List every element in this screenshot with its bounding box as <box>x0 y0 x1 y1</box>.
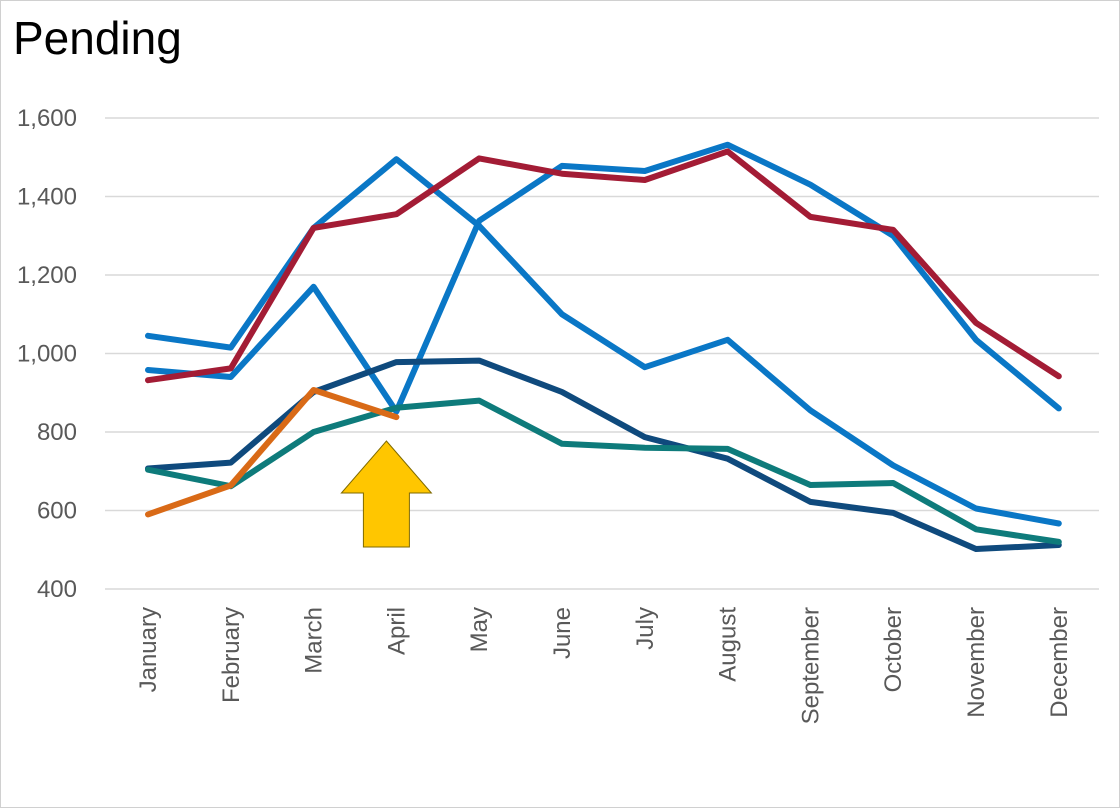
x-tick-label: November <box>963 607 990 718</box>
series-line-6 <box>145 387 400 518</box>
x-tick-label: August <box>715 607 742 682</box>
series-line-3 <box>145 148 1062 384</box>
series-line-2 <box>145 141 1062 415</box>
up-arrow-icon <box>340 440 433 548</box>
y-axis: 400 600 800 1,000 1,200 1,400 1,600 <box>17 105 77 603</box>
y-tick-label: 1,200 <box>17 262 77 289</box>
x-tick-label: December <box>1046 607 1073 718</box>
y-tick-label: 800 <box>37 419 77 446</box>
x-tick-label: May <box>466 607 493 652</box>
series-line-4 <box>145 357 1062 552</box>
x-tick-label: October <box>880 607 907 692</box>
x-tick-label: January <box>135 607 162 692</box>
y-tick-label: 600 <box>37 498 77 525</box>
series-line-1 <box>145 156 1062 527</box>
y-tick-label: 1,600 <box>17 105 77 132</box>
x-tick-label: June <box>549 607 576 659</box>
chart-title: Pending <box>13 12 182 64</box>
y-tick-label: 1,000 <box>17 341 77 368</box>
y-tick-label: 1,400 <box>17 184 77 211</box>
y-tick-label: 400 <box>37 576 77 603</box>
x-tick-label: April <box>383 607 410 655</box>
x-axis: January February March April May June July Augu… <box>135 607 1073 725</box>
x-tick-label: July <box>632 607 659 650</box>
x-tick-label: September <box>797 607 824 724</box>
x-tick-label: March <box>301 607 328 674</box>
x-tick-label: February <box>218 607 245 703</box>
series-lines <box>145 141 1062 552</box>
series-line-5 <box>145 397 1062 545</box>
annotations <box>340 440 433 548</box>
